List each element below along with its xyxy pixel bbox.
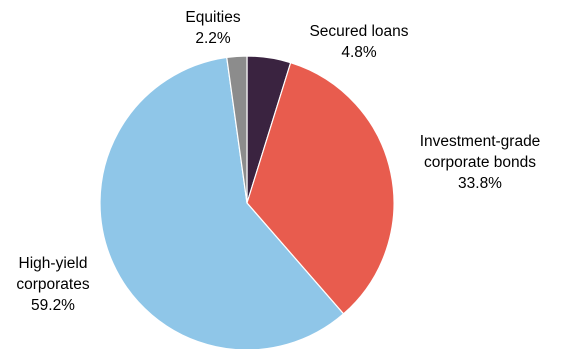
label-high-yield-line2: corporates [16, 276, 89, 293]
label-investment-grade: Investment-grade corporate bonds 33.8% [420, 133, 541, 192]
label-high-yield-line1: High-yield [19, 255, 88, 272]
label-equities-name: Equities [185, 9, 240, 26]
pie-slice-investment-grade-corporate-bonds [246, 61, 395, 315]
label-secured-loans-value: 4.8% [341, 44, 377, 61]
label-high-yield-value: 59.2% [31, 297, 75, 314]
label-investment-grade-line1: Investment-grade [420, 133, 541, 150]
label-secured-loans: Secured loans 4.8% [309, 23, 408, 61]
label-investment-grade-value: 33.8% [458, 175, 502, 192]
label-secured-loans-name: Secured loans [309, 23, 408, 40]
label-equities-value: 2.2% [195, 30, 231, 47]
pie-slices [99, 55, 395, 349]
label-investment-grade-line2: corporate bonds [424, 154, 536, 171]
pie-slice-high-yield-corporates [99, 56, 345, 349]
label-equities: Equities 2.2% [185, 9, 240, 47]
pie-slice-equities [226, 55, 248, 204]
label-high-yield: High-yield corporates 59.2% [16, 255, 89, 314]
